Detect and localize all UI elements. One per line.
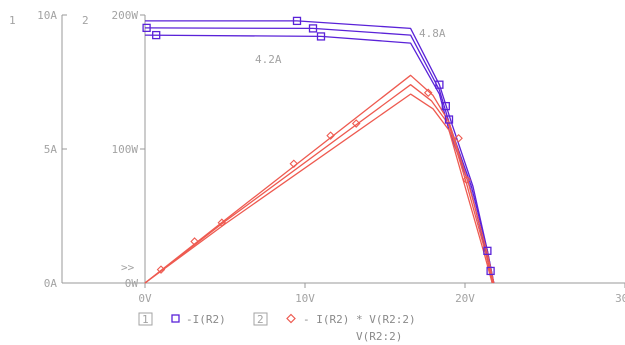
- x-axis-label: V(R2:2): [356, 330, 402, 343]
- legend-diamond-icon: [287, 315, 295, 323]
- y-axis-1-tick-label: 5A: [44, 143, 58, 156]
- x-axis-tick-label: 30V: [615, 292, 625, 305]
- x-axis-tick-label: 20V: [455, 292, 475, 305]
- y-axis-2-id: 2: [82, 14, 89, 27]
- x-axis-ticks: 0V 10V 20V 30V: [138, 283, 625, 305]
- x-axis-tick-label: 0V: [138, 292, 152, 305]
- legend-2-axis-badge: 2: [257, 313, 264, 326]
- y-axis-2-tick-label: 100W: [112, 143, 139, 156]
- power-series-line-5: [145, 85, 493, 283]
- y-axis-1-id: 1: [9, 14, 16, 27]
- annotation-4-8a: 4.8A: [419, 27, 446, 40]
- x-axis-tick-label: 10V: [295, 292, 315, 305]
- series-layer: [145, 21, 494, 283]
- legend-1-axis-badge: 1: [142, 313, 149, 326]
- marker-layer: [143, 17, 494, 274]
- annotation-4-2a: 4.2A: [255, 53, 282, 66]
- y-axis-2-tick-label: 200W: [112, 9, 139, 22]
- y-axis-2-ticks: 0W 100W 200W: [112, 9, 146, 290]
- y-axis-1-ticks: 0A 5A 10A: [37, 9, 67, 290]
- legend-square-icon: [172, 315, 179, 322]
- y-axis-1-tick-label: 10A: [37, 9, 57, 22]
- power-series-line-4: [145, 75, 494, 283]
- scroll-marker[interactable]: >>: [121, 261, 135, 274]
- axes-layer: [62, 15, 625, 283]
- y-axis-2-tick-label: 0W: [125, 277, 139, 290]
- power-series-line-6: [145, 94, 492, 283]
- y-axis-1-tick-label: 0A: [44, 277, 58, 290]
- legend: 1 -I(R2) 2 - I(R2) * V(R2:2): [139, 313, 416, 326]
- legend-1-label: -I(R2): [186, 313, 226, 326]
- legend-2-label: - I(R2) * V(R2:2): [303, 313, 416, 326]
